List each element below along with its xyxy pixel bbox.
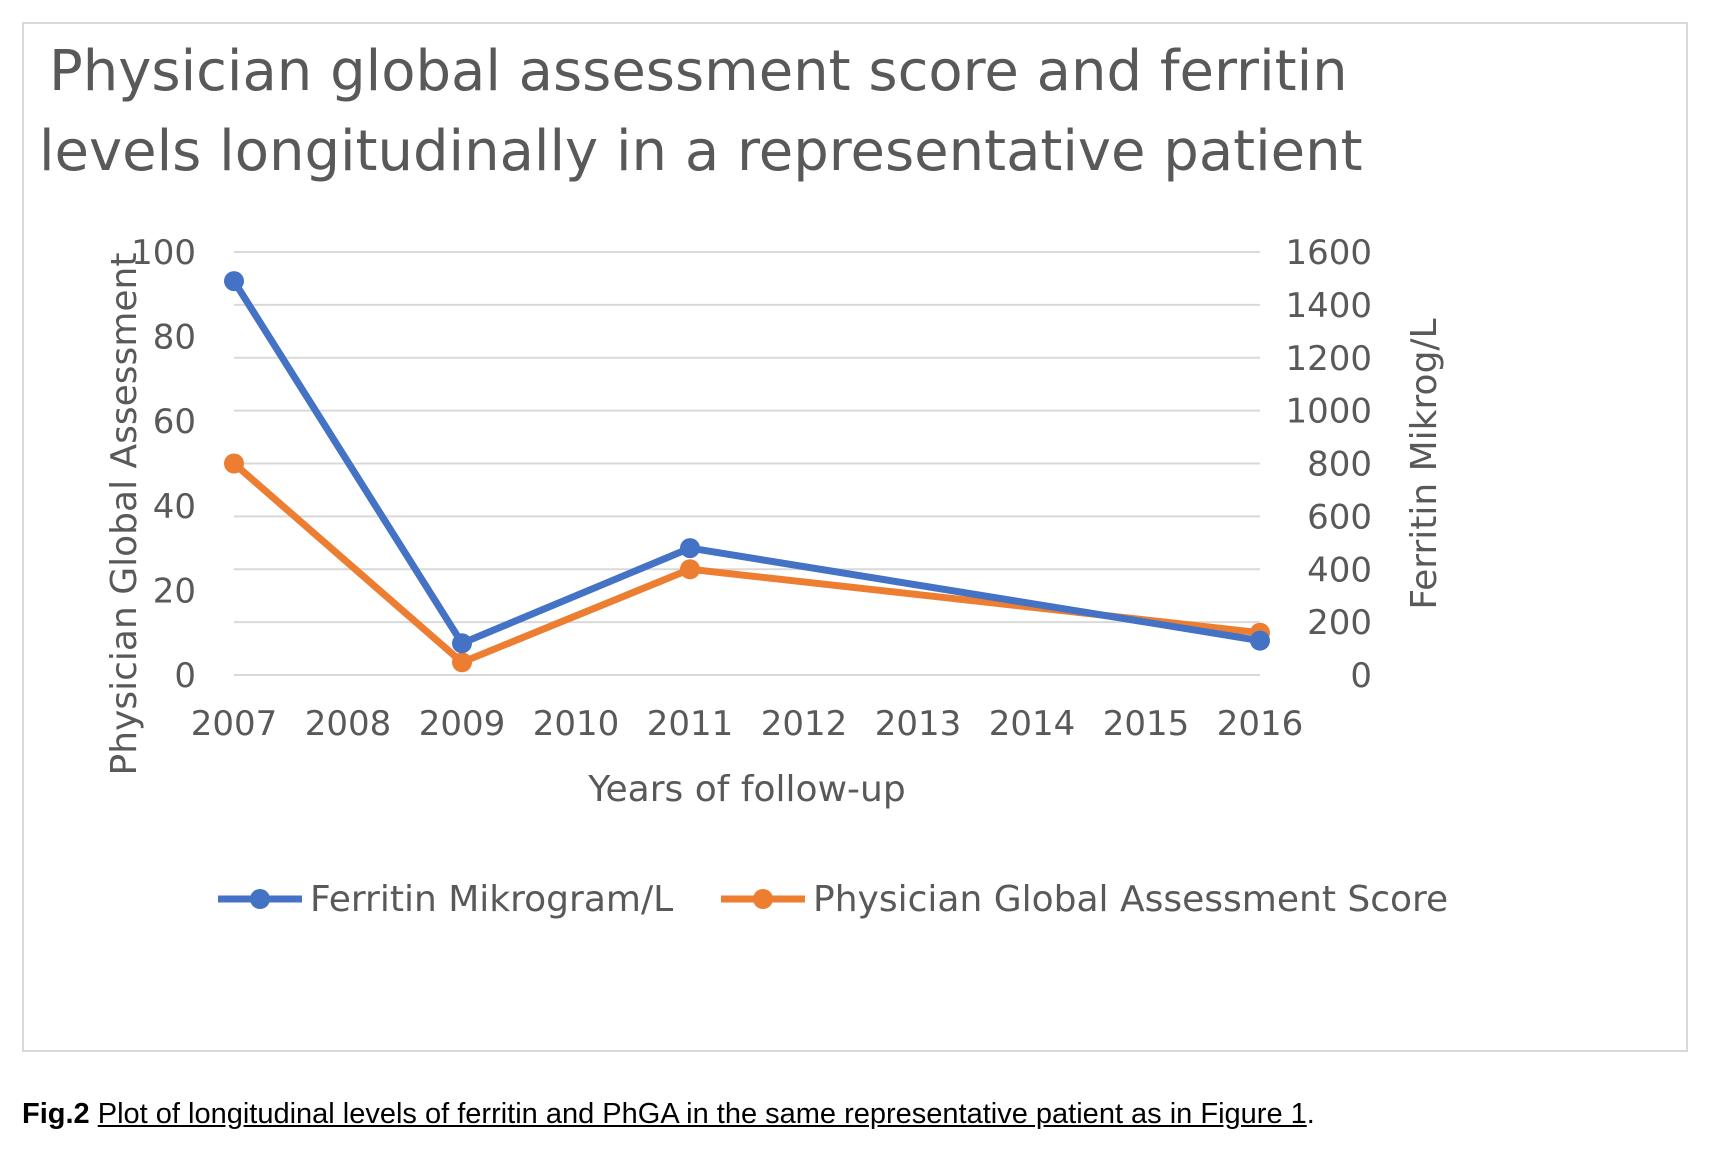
x-axis-label: Years of follow-up	[587, 769, 905, 810]
right-axis-tick-label: 0	[1350, 656, 1372, 696]
right-axis-tick-label: 1600	[1285, 233, 1372, 273]
right-axis-tick-label: 600	[1307, 497, 1372, 537]
left-axis-tick-label: 100	[131, 233, 196, 273]
x-axis-tick-label: 2010	[533, 704, 620, 744]
chart-title: Physician global assessment score and fe…	[39, 39, 1363, 184]
gridlines	[234, 251, 1260, 676]
legend-marker-ferritin	[250, 889, 270, 909]
phga-data-point	[224, 453, 244, 474]
x-axis-ticks: 2007 2008 2009 2010 2011 2012 2013 2014 2015 2016	[191, 704, 1304, 744]
left-axis-tick-label: 0	[174, 656, 196, 696]
right-axis-tick-label: 1200	[1285, 339, 1372, 379]
legend-marker-phga	[753, 889, 773, 909]
chart-title-line-2: levels longitudinally in a representativ…	[39, 119, 1363, 184]
series-layer	[224, 271, 1270, 673]
phga-series-line	[230, 460, 1264, 666]
caption-text: Plot of longitudinal levels of ferritin …	[97, 1098, 1307, 1130]
phga-data-point	[452, 652, 472, 673]
chart-frame: Physician global assessment score and fe…	[22, 22, 1688, 1052]
x-axis-tick-label: 2007	[191, 704, 278, 744]
left-axis-tick-label: 40	[153, 487, 196, 527]
right-axis-tick-label: 800	[1307, 445, 1372, 485]
left-axis-tick-label: 80	[153, 318, 196, 358]
left-axis-ticks: 100 80 60 40 20 0	[131, 233, 196, 696]
x-axis-tick-label: 2012	[761, 704, 848, 744]
left-axis-label: Physician Global Assessment	[104, 253, 145, 776]
right-axis-ticks: 1600 1400 1200 1000 800 600 400 200 0	[1285, 233, 1372, 696]
legend-label-phga: Physician Global Assessment Score	[813, 879, 1448, 920]
x-axis-tick-label: 2013	[875, 704, 962, 744]
ferritin-data-point	[680, 538, 700, 559]
right-axis-tick-label: 1000	[1285, 392, 1372, 432]
x-axis-tick-label: 2011	[647, 704, 734, 744]
right-axis-tick-label: 400	[1307, 550, 1372, 590]
left-axis-tick-label: 60	[153, 402, 196, 442]
ferritin-data-point	[1250, 630, 1270, 651]
chart-title-line-1: Physician global assessment score and fe…	[49, 39, 1348, 104]
caption-end: .	[1306, 1098, 1315, 1130]
right-axis-tick-label: 1400	[1285, 286, 1372, 326]
figure-caption: Fig.2 Plot of longitudinal levels of fer…	[22, 1098, 1682, 1138]
x-axis-tick-label: 2014	[989, 704, 1076, 744]
x-axis-tick-label: 2009	[419, 704, 506, 744]
left-axis-tick-label: 20	[153, 571, 196, 611]
x-axis-tick-label: 2015	[1103, 704, 1190, 744]
ferritin-series-line	[230, 277, 1264, 647]
right-axis-label: Ferritin Mikrog/L	[1404, 318, 1445, 609]
x-axis-tick-label: 2008	[305, 704, 392, 744]
phga-data-point	[680, 559, 700, 580]
legend: Ferritin Mikrogram/L Physician Global Ass…	[218, 879, 1448, 920]
right-axis-tick-label: 200	[1307, 603, 1372, 643]
caption-fig-label: Fig.2	[22, 1098, 90, 1130]
ferritin-data-point	[452, 633, 472, 654]
legend-label-ferritin: Ferritin Mikrogram/L	[310, 879, 673, 920]
ferritin-data-point	[224, 271, 244, 292]
x-axis-tick-label: 2016	[1217, 704, 1304, 744]
chart-svg: Physician global assessment score and fe…	[39, 39, 1448, 920]
